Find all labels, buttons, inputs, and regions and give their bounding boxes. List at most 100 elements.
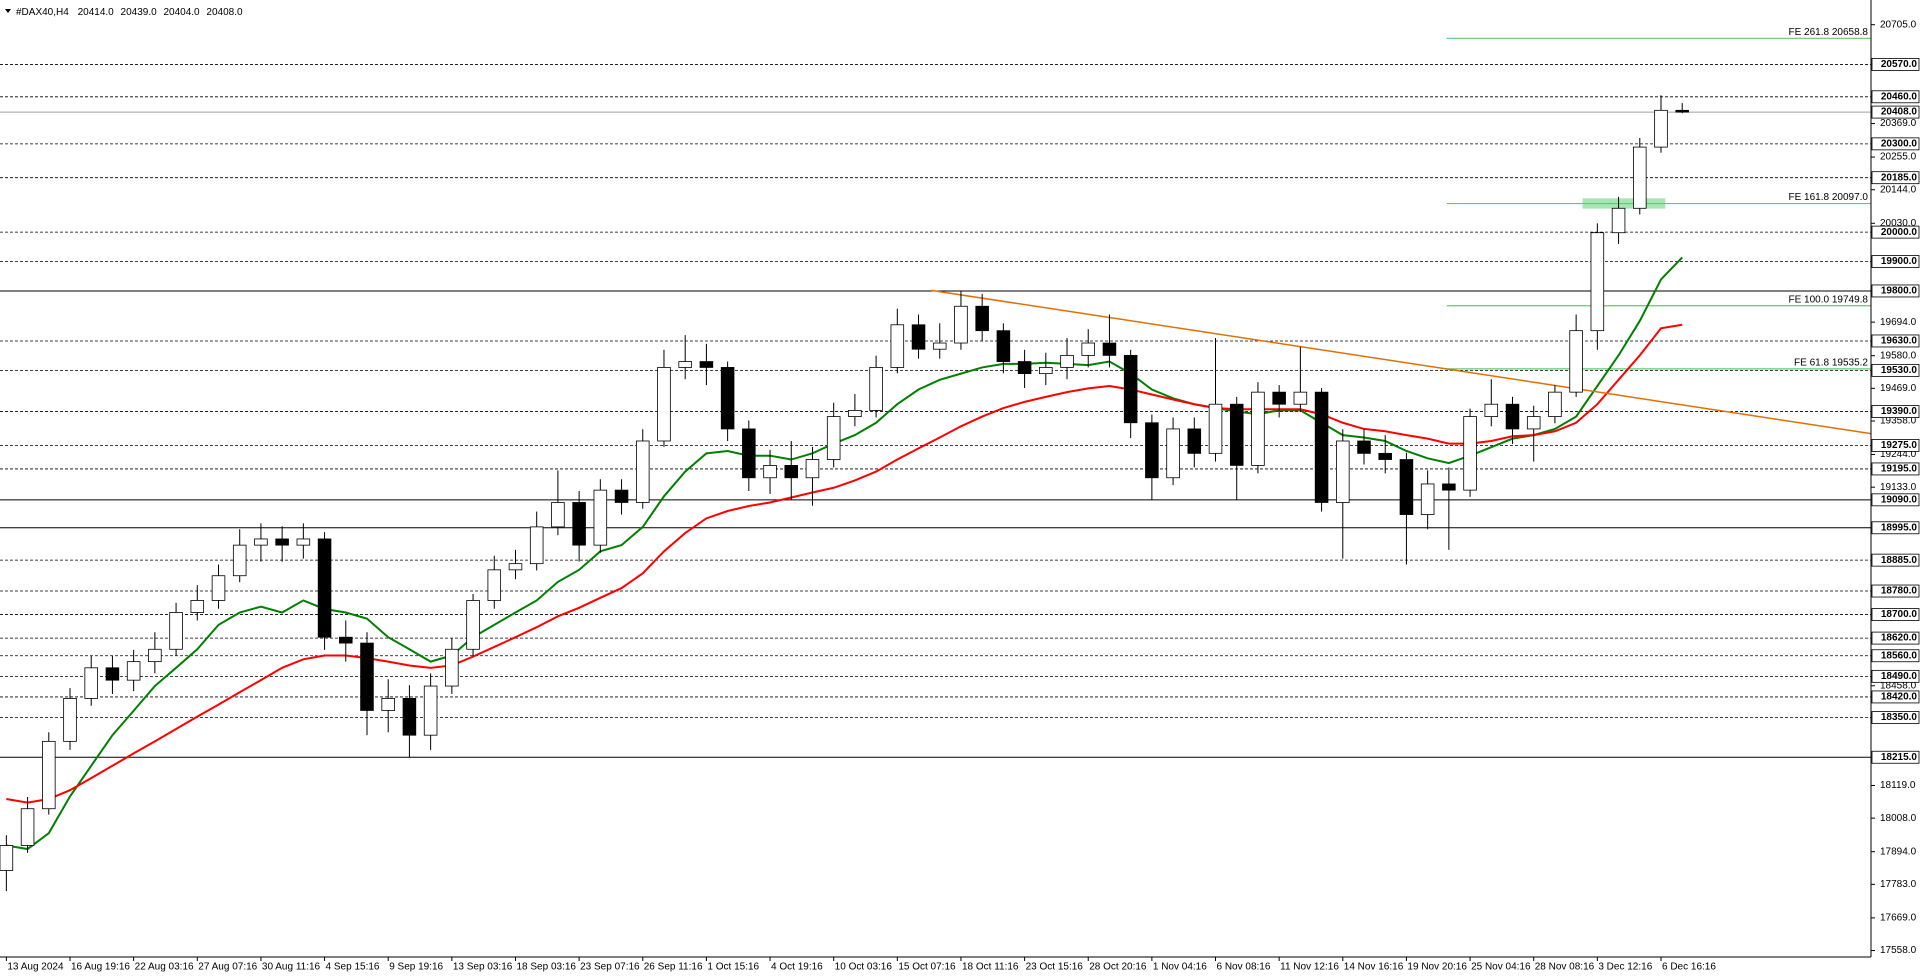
- candle-body: [63, 698, 77, 742]
- level-label-box: [1871, 90, 1920, 104]
- current-price-label: 20408.0: [1881, 107, 1918, 118]
- level-label: 19275.0: [1881, 440, 1918, 451]
- level-label-box: [1871, 363, 1920, 377]
- candle-body: [232, 544, 247, 577]
- level-label: 19195.0: [1881, 464, 1918, 475]
- current-price-box: [1871, 105, 1920, 119]
- moving-average: [6, 323, 1683, 804]
- level-label: 19630.0: [1881, 336, 1918, 347]
- level-label: 18490.0: [1881, 671, 1918, 682]
- chart-header: #DAX40,H4 20414.0 20439.0 20404.0 20408.…: [16, 7, 243, 18]
- candle-body: [1314, 391, 1329, 503]
- candle-body: [720, 367, 735, 430]
- candle-body: [784, 465, 799, 479]
- candle-body: [1378, 452, 1392, 460]
- candle-body: [1442, 483, 1456, 491]
- candle-body: [1463, 416, 1477, 491]
- level-label: 20570.0: [1881, 59, 1918, 70]
- candle-body: [763, 465, 777, 479]
- candle-body: [826, 416, 841, 460]
- candle-body: [1420, 483, 1435, 515]
- candle-body: [42, 740, 56, 810]
- level-label: 18560.0: [1881, 650, 1918, 661]
- level-label: 18885.0: [1881, 555, 1918, 566]
- x-tick-label: 9 Sep 19:16: [389, 962, 443, 973]
- candle-body: [975, 305, 989, 332]
- x-tick-label: 16 Aug 19:16: [71, 962, 130, 973]
- x-tick-label: 25 Nov 04:16: [1471, 962, 1531, 973]
- candle-body: [1102, 342, 1117, 356]
- x-tick-label: 4 Oct 19:16: [771, 962, 823, 973]
- candle-body: [1017, 361, 1032, 375]
- y-tick-label: 18008.0: [1880, 813, 1917, 824]
- candle-body: [275, 538, 289, 546]
- level-label: 18350.0: [1881, 712, 1918, 723]
- x-tick-label: 3 Dec 12:16: [1598, 962, 1652, 973]
- y-tick-label: 17558.0: [1880, 945, 1917, 956]
- candle-body: [445, 648, 459, 687]
- level-label: 19530.0: [1881, 365, 1918, 376]
- candle-body: [84, 667, 98, 699]
- candle-body: [593, 489, 608, 546]
- level-label: 18620.0: [1881, 633, 1918, 644]
- candle-body: [1505, 403, 1520, 430]
- candle-body: [1251, 391, 1265, 466]
- x-tick-label: 30 Aug 11:16: [262, 962, 321, 973]
- candle-body: [1484, 403, 1499, 417]
- candle-body: [869, 367, 883, 411]
- x-tick-label: 28 Nov 08:16: [1535, 962, 1595, 973]
- candle-body: [1654, 109, 1668, 148]
- candle-body: [423, 685, 438, 736]
- level-label: 18995.0: [1881, 522, 1918, 533]
- candle-body: [1039, 367, 1053, 375]
- x-tick-label: 27 Aug 07:16: [198, 962, 257, 973]
- candle-body: [932, 342, 947, 350]
- candle-body: [1590, 232, 1605, 332]
- candle-body: [317, 538, 332, 638]
- y-tick-label: 19244.0: [1880, 449, 1917, 460]
- candle-body: [0, 845, 14, 871]
- x-tick-label: 1 Oct 15:16: [707, 962, 759, 973]
- candle-body: [614, 489, 629, 503]
- level-label-box: [1871, 462, 1920, 476]
- header-close: 20408.0: [206, 7, 243, 18]
- level-label: 19390.0: [1881, 406, 1918, 417]
- candle-body: [1526, 416, 1541, 430]
- menu-arrow[interactable]: [5, 9, 11, 13]
- candle-body: [1272, 391, 1286, 405]
- candle-body: [635, 440, 650, 503]
- candle-body: [360, 642, 374, 711]
- moving-average: [6, 256, 1683, 851]
- y-tick-label: 17783.0: [1880, 879, 1917, 890]
- candle-body: [190, 600, 205, 613]
- candle-body: [1166, 428, 1180, 479]
- level-label-box: [1871, 439, 1920, 452]
- y-tick-label: 19469.0: [1880, 383, 1917, 394]
- candle-body: [1399, 459, 1414, 515]
- candle-body: [996, 330, 1011, 362]
- x-tick-label: 23 Oct 15:16: [1026, 962, 1084, 973]
- candle-body: [1081, 342, 1095, 356]
- candle-body: [529, 526, 544, 565]
- header-high: 20439.0: [121, 7, 158, 18]
- level-label-box: [1871, 58, 1920, 71]
- level-label-box: [1871, 225, 1920, 239]
- candle-body: [126, 661, 141, 681]
- candle-body: [954, 305, 968, 344]
- level-label-box: [1871, 553, 1920, 567]
- level-label-box: [1871, 649, 1920, 663]
- x-tick-label: 4 Sep 15:16: [326, 962, 380, 973]
- candle-body: [169, 612, 183, 650]
- x-tick-label: 15 Oct 07:16: [898, 962, 956, 973]
- y-tick-label: 19358.0: [1880, 416, 1917, 427]
- level-label-box: [1871, 137, 1920, 151]
- candle-body: [1123, 354, 1138, 424]
- level-label-box: [1871, 405, 1920, 418]
- level-label-box: [1871, 631, 1920, 645]
- y-tick-label: 17669.0: [1880, 913, 1917, 924]
- x-tick-label: 23 Sep 07:16: [580, 962, 640, 973]
- candle-body: [381, 698, 395, 711]
- candle-body: [254, 538, 268, 546]
